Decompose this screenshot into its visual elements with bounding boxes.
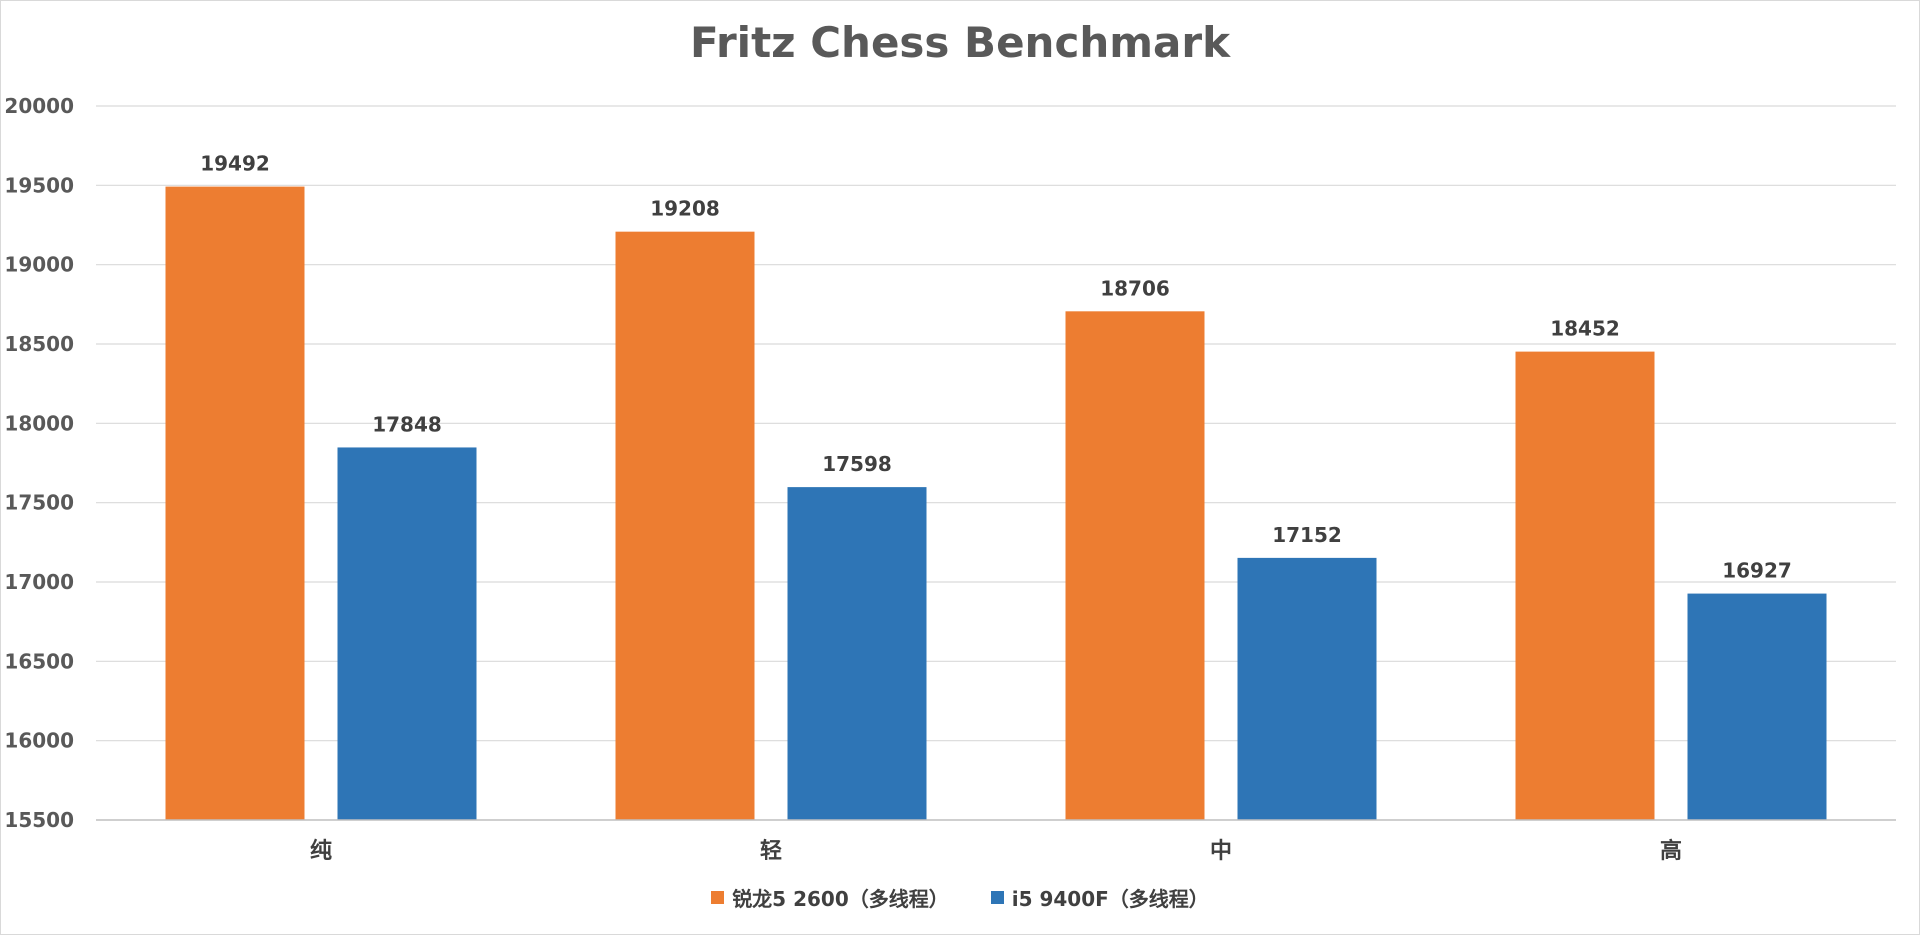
bar	[1065, 311, 1205, 820]
x-tick-label: 高	[1660, 838, 1682, 864]
y-tick-label: 16000	[4, 729, 74, 753]
data-label: 19208	[650, 197, 720, 221]
y-tick-label: 19000	[4, 253, 74, 277]
legend-label-series-2: i5 9400F（多线程）	[1011, 887, 1209, 911]
data-label: 18452	[1550, 317, 1620, 341]
bar	[337, 447, 477, 820]
data-label: 17848	[372, 412, 442, 436]
y-tick-label: 16500	[4, 649, 74, 673]
y-tick-label: 15500	[4, 808, 74, 832]
legend-item-series-2: i5 9400F（多线程）	[990, 883, 1209, 912]
chart-legend: 锐龙5 2600（多线程） i5 9400F（多线程）	[0, 883, 1920, 912]
data-label: 18706	[1100, 276, 1170, 300]
x-tick-label: 中	[1210, 839, 1232, 864]
data-label: 17598	[822, 452, 892, 476]
bar	[787, 487, 927, 820]
data-label: 17152	[1272, 523, 1342, 547]
bar	[1515, 351, 1655, 820]
legend-swatch-series-1	[711, 891, 725, 904]
y-tick-label: 17500	[4, 491, 74, 515]
legend-item-series-1: 锐龙5 2600（多线程）	[711, 883, 949, 912]
legend-label-series-1: 锐龙5 2600（多线程）	[732, 887, 949, 911]
x-tick-label: 纯	[310, 838, 332, 864]
y-tick-label: 20000	[4, 94, 74, 118]
y-tick-label: 17000	[4, 570, 74, 594]
y-tick-label: 19500	[4, 173, 74, 197]
y-tick-label: 18500	[4, 332, 74, 356]
data-label: 19492	[200, 152, 270, 176]
bar	[1237, 557, 1377, 820]
bar	[1687, 593, 1827, 820]
data-label: 16927	[1722, 559, 1792, 583]
x-tick-label: 轻	[760, 838, 782, 864]
bar	[615, 231, 755, 820]
legend-swatch-series-2	[990, 891, 1004, 904]
y-tick-label: 18000	[4, 411, 74, 435]
bar	[165, 186, 305, 820]
chart-title: Fritz Chess Benchmark	[689, 18, 1231, 67]
